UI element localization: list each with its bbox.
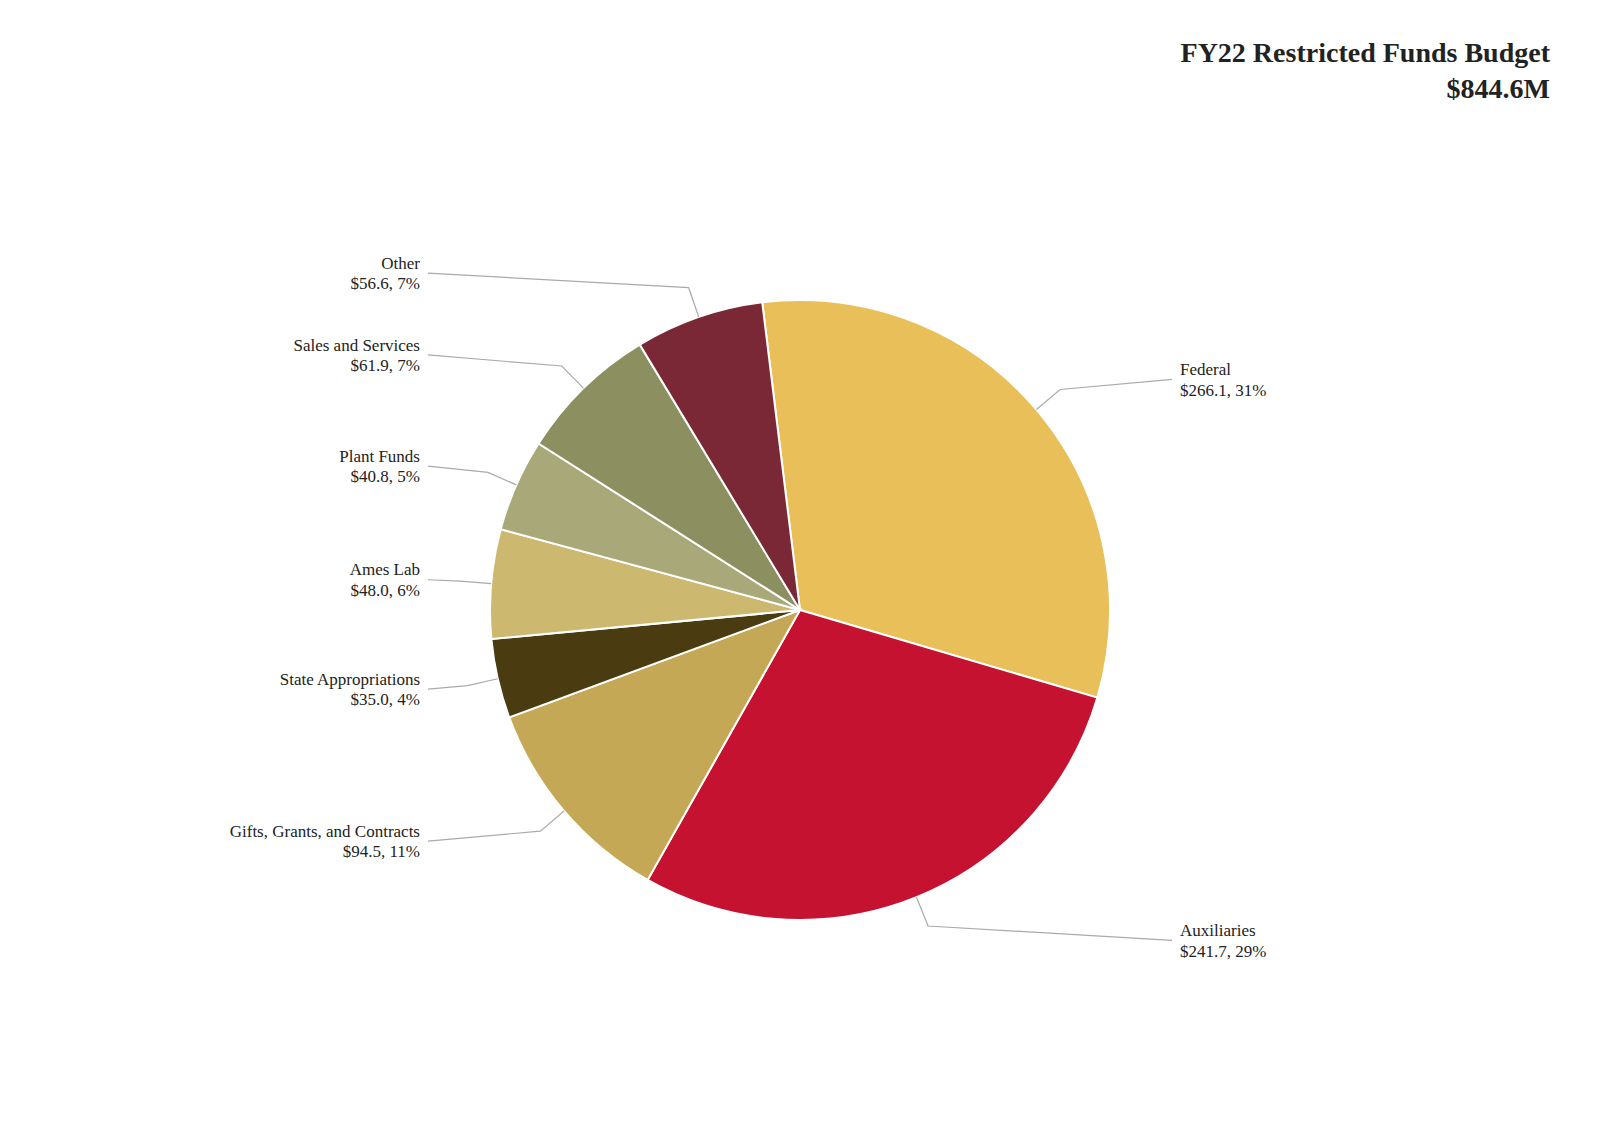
value-label: $40.8, 5% xyxy=(351,467,420,486)
data-label: Sales and Services$61.9, 7% xyxy=(293,336,420,375)
slice-label: Gifts, Grants, and Contracts xyxy=(230,822,420,841)
label-connector xyxy=(428,580,491,584)
chart: FY22 Restricted Funds Budget $844.6M Feder… xyxy=(0,0,1600,1125)
slices xyxy=(490,300,1110,920)
data-label: Ames Lab $48.0, 6% xyxy=(350,560,420,599)
data-label: State Appropriations$35.0, 4% xyxy=(280,670,420,709)
value-label: $266.1, 31% xyxy=(1180,381,1266,400)
slice-label: Plant Funds xyxy=(339,447,420,466)
title: FY22 Restricted Funds Budget xyxy=(1181,37,1551,68)
data-label: Federal $266.1, 31% xyxy=(1180,360,1266,399)
value-label: $241.7, 29% xyxy=(1180,942,1266,961)
subtitle: $844.6M xyxy=(1447,73,1550,104)
data-label: Other$56.6, 7% xyxy=(351,254,421,293)
pie: Federal $266.1, 31% Auxiliaries $241.7, 29%… xyxy=(230,254,1267,961)
slice-label: Sales and Services xyxy=(293,336,420,355)
label-connector xyxy=(428,466,516,485)
slice-label: Federal xyxy=(1180,360,1231,379)
label-connector xyxy=(428,679,498,689)
label-connector xyxy=(428,811,564,841)
slice-label: Auxiliaries xyxy=(1180,921,1256,940)
value-label: $35.0, 4% xyxy=(351,690,420,709)
data-label: Gifts, Grants, and Contracts$94.5, 11% xyxy=(230,822,420,861)
value-label: $94.5, 11% xyxy=(343,842,420,861)
data-label: Auxiliaries $241.7, 29% xyxy=(1180,921,1266,960)
label-connector xyxy=(428,273,699,317)
data-label: Plant Funds$40.8, 5% xyxy=(339,447,420,486)
slice-label: Ames Lab xyxy=(350,560,420,579)
value-label: $48.0, 6% xyxy=(351,581,420,600)
labels: Federal $266.1, 31% Auxiliaries $241.7, 29%… xyxy=(230,254,1267,961)
value-label: $61.9, 7% xyxy=(351,356,420,375)
title-group: FY22 Restricted Funds Budget $844.6M xyxy=(1181,37,1551,104)
slice-label: State Appropriations xyxy=(280,670,420,689)
value-label: $56.6, 7% xyxy=(351,274,420,293)
label-connector xyxy=(1036,379,1172,409)
label-connector xyxy=(428,355,583,388)
slice-label: Other xyxy=(381,254,420,273)
pie-slice xyxy=(640,302,800,610)
label-connector xyxy=(916,897,1172,940)
